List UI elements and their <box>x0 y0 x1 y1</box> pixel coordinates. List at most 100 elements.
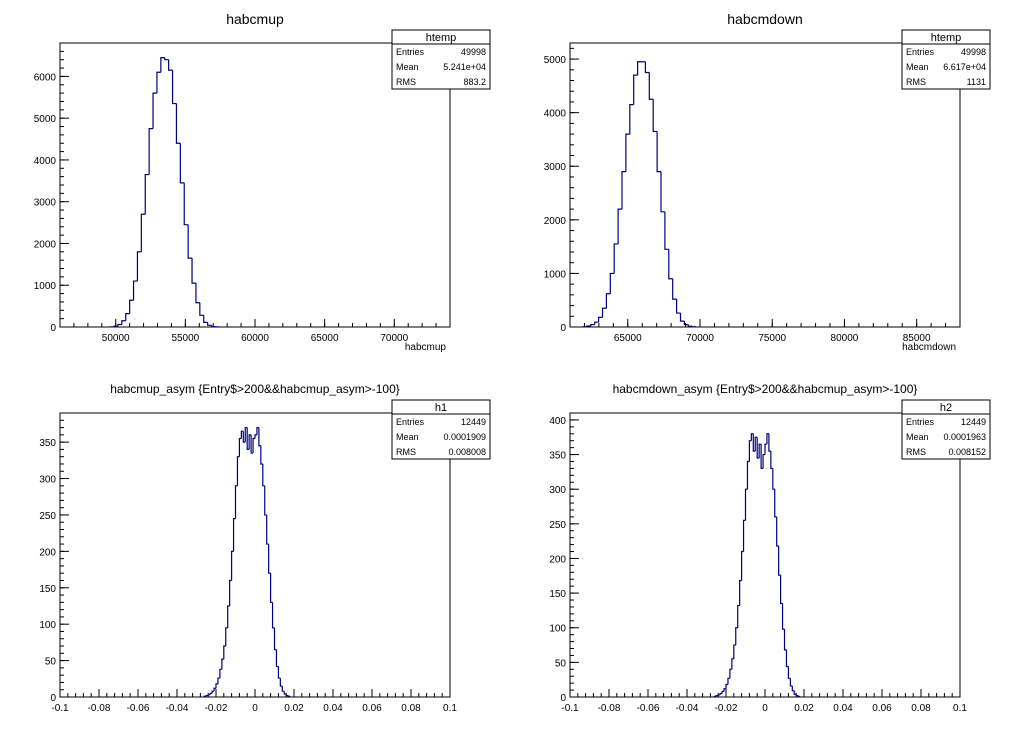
histogram-bin <box>781 603 785 630</box>
histogram-bin <box>644 61 650 74</box>
histogram-bin <box>715 695 719 697</box>
histogram-bin <box>275 649 279 668</box>
x-tick-label: 70000 <box>380 333 408 344</box>
histogram-bin <box>746 460 750 490</box>
histogram-bin <box>637 61 642 76</box>
x-tick-label: 0.04 <box>833 703 853 714</box>
histogram-bin <box>238 437 242 457</box>
y-tick-label: 1000 <box>544 269 567 280</box>
histogram-bin <box>758 443 762 459</box>
histogram-bin <box>742 519 746 552</box>
histogram-bin <box>203 695 207 697</box>
histogram-bin <box>748 440 752 462</box>
histogram-bin <box>664 211 669 250</box>
histogram-bin <box>787 666 791 679</box>
histogram-bin <box>764 443 767 455</box>
x-tick-label: 0.1 <box>443 703 457 714</box>
y-tick-label: 50 <box>45 657 57 668</box>
histogram-bin <box>232 517 236 552</box>
histogram-bin <box>152 92 157 129</box>
y-tick-label: 0 <box>50 323 56 334</box>
x-tick-label: -0.06 <box>127 703 150 714</box>
y-tick-label: 2000 <box>544 216 567 227</box>
stats-row-label: Mean <box>396 62 419 72</box>
histogram-bin <box>774 489 777 518</box>
histogram-bin <box>136 251 142 282</box>
chart-title: habcmup <box>226 11 284 27</box>
x-tick-label: -0.08 <box>598 703 621 714</box>
histogram-bin <box>148 128 154 175</box>
y-tick-label: 400 <box>549 416 566 427</box>
histogram-bin <box>281 686 285 692</box>
histogram-panel-2: habcmdown 65000 70000 75000 80000 85000 0 1000 2… <box>544 11 991 353</box>
histogram-bin <box>262 463 265 487</box>
histogram-bin <box>629 104 634 135</box>
histogram-bin <box>252 437 255 454</box>
stats-row-value: 0.0001963 <box>943 432 986 442</box>
stats-row-label: Mean <box>906 432 929 442</box>
histogram-bin <box>195 283 200 304</box>
histogram-bin <box>221 658 224 670</box>
histogram-bin <box>144 173 150 215</box>
histogram-bin <box>778 545 781 576</box>
histogram-bin <box>633 74 638 105</box>
histogram-bin <box>601 307 607 318</box>
y-tick-label: 5000 <box>544 55 567 66</box>
stats-row-value: 883.2 <box>463 77 486 87</box>
stats-row-value: 0.0001909 <box>443 432 486 442</box>
stats-row-value: 49998 <box>961 47 986 57</box>
stats-row-label: Entries <box>906 417 935 427</box>
x-tick-label: 55000 <box>171 333 199 344</box>
histogram-bin <box>264 485 267 516</box>
histogram-bin <box>132 280 138 301</box>
y-tick-label: 350 <box>39 438 56 449</box>
histogram-bin <box>246 427 250 451</box>
y-tick-label: 2000 <box>34 239 57 250</box>
stats-row-value: 49998 <box>461 47 486 57</box>
y-tick-label: 200 <box>39 547 56 558</box>
histogram-bin <box>156 71 161 94</box>
histogram-bin <box>762 453 765 469</box>
histogram-bin <box>285 694 289 697</box>
histogram-bin <box>199 302 204 316</box>
y-tick-label: 4000 <box>544 109 567 120</box>
histogram-bin <box>183 182 189 226</box>
histogram-series <box>203 426 291 697</box>
histogram-bin <box>768 433 771 452</box>
histogram-bin <box>225 627 228 647</box>
stats-row-value: 1131 <box>967 77 986 87</box>
histogram-bin <box>691 326 697 328</box>
histogram-bin <box>760 444 764 470</box>
histogram-bin <box>236 456 240 486</box>
stats-row-label: RMS <box>906 447 926 457</box>
x-tick-label: 75000 <box>758 333 786 344</box>
histogram-bin <box>223 645 226 660</box>
stats-box: h1 Entries 12449 Mean 0.0001909 RMS 0.008008 <box>391 399 491 460</box>
stats-box: htemp Entries 49998 Mean 6.617e+04 RMS 1131 <box>901 29 991 90</box>
histogram-bin <box>660 171 665 213</box>
histogram-bin <box>171 70 177 105</box>
stats-row-label: RMS <box>396 447 416 457</box>
histogram-bin <box>215 683 218 689</box>
x-tick-label: -0.08 <box>88 703 111 714</box>
histogram-bin <box>672 278 677 300</box>
histogram-bin <box>219 668 222 679</box>
x-axis-label: habcmup <box>405 342 447 353</box>
histogram-bin <box>231 550 234 581</box>
histogram-bin <box>756 437 760 459</box>
x-tick-label: 50000 <box>102 333 130 344</box>
stats-box-frame <box>901 29 991 90</box>
stats-row-label: Mean <box>906 62 929 72</box>
histogram-bin <box>656 131 661 173</box>
histogram-bin <box>721 690 725 694</box>
stats-box: h2 Entries 12449 Mean 0.0001963 RMS 0.008152 <box>901 399 991 460</box>
histogram-bin <box>713 695 717 697</box>
histogram-bin <box>719 692 723 695</box>
histogram-bin <box>783 629 787 651</box>
x-tick-label: 0.02 <box>284 703 304 714</box>
stats-row-value: 0.008152 <box>948 447 986 457</box>
histogram-bin <box>776 516 779 547</box>
histogram-bin <box>609 272 615 294</box>
